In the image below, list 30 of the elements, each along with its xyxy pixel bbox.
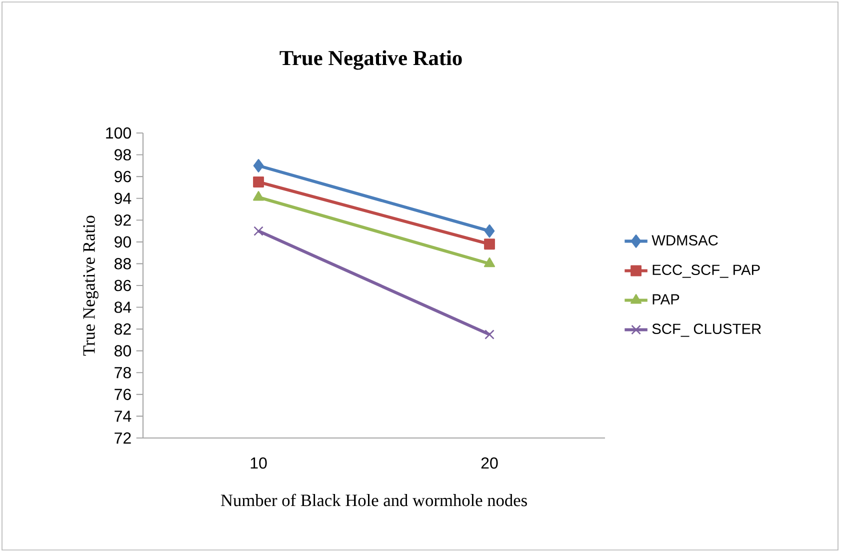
- y-tick-label: 96: [114, 170, 131, 182]
- y-tick-label: 94: [114, 192, 132, 204]
- point: [254, 226, 264, 236]
- x-axis-title: Number of Black Hole and wormhole nodes: [220, 494, 527, 506]
- y-tick-label: 84: [114, 302, 132, 313]
- y-tick-label: 76: [114, 388, 131, 400]
- y-tick-label: 82: [114, 323, 131, 335]
- point: [484, 330, 494, 340]
- y-tick-label: 74: [114, 410, 132, 422]
- y-tick-label: 88: [114, 258, 131, 270]
- point: [253, 159, 264, 172]
- chart-title: True Negative Ratio: [280, 50, 462, 70]
- point: [253, 176, 264, 188]
- point: [484, 224, 495, 238]
- y-axis-title: True Negative Ratio: [83, 216, 98, 356]
- y-tick-label: 100: [106, 127, 132, 139]
- x-tick-label: 10: [250, 457, 267, 469]
- y-tick-label: 90: [114, 236, 132, 248]
- y-tick-label: 92: [114, 214, 131, 226]
- legend-label: ECC_SCF_ PAP: [652, 264, 760, 278]
- y-tick-label: 72: [114, 432, 131, 444]
- y-tick-label: 98: [114, 149, 131, 160]
- y-tick-label: 86: [114, 280, 131, 292]
- legend-label: WDMSAC: [652, 235, 718, 246]
- x-tick-label: 20: [481, 457, 498, 469]
- y-tick-label: 78: [114, 366, 131, 378]
- legend-label: PAP: [652, 294, 680, 304]
- legend-label: SCF_ CLUSTER: [652, 324, 761, 337]
- y-tick-label: 80: [114, 345, 132, 356]
- point: [484, 238, 495, 250]
